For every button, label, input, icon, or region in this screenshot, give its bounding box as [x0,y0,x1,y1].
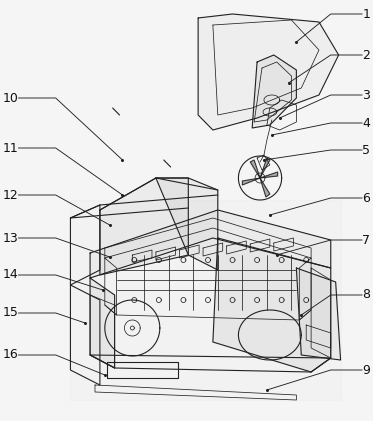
Text: 12: 12 [3,189,18,202]
Polygon shape [70,200,341,400]
Polygon shape [297,268,341,360]
Text: 2: 2 [362,48,370,61]
Polygon shape [90,210,331,278]
Polygon shape [260,178,270,197]
Polygon shape [198,14,339,130]
Text: 16: 16 [3,349,18,362]
Polygon shape [260,172,278,178]
Text: 6: 6 [362,192,370,205]
Polygon shape [252,55,297,128]
Polygon shape [250,160,260,178]
Polygon shape [100,178,188,275]
Text: 11: 11 [3,141,18,155]
Text: 3: 3 [362,88,370,101]
Polygon shape [260,158,270,178]
Polygon shape [156,178,218,270]
Text: 9: 9 [362,363,370,376]
Text: 8: 8 [362,288,370,301]
Text: 4: 4 [362,117,370,130]
Text: 10: 10 [3,91,18,104]
Text: 1: 1 [362,8,370,21]
Polygon shape [90,278,115,368]
Text: 15: 15 [3,306,18,320]
Text: 14: 14 [3,269,18,282]
Text: 13: 13 [3,232,18,245]
Polygon shape [242,178,260,185]
Polygon shape [213,238,331,372]
Text: 7: 7 [362,234,370,247]
Text: 5: 5 [362,144,370,157]
